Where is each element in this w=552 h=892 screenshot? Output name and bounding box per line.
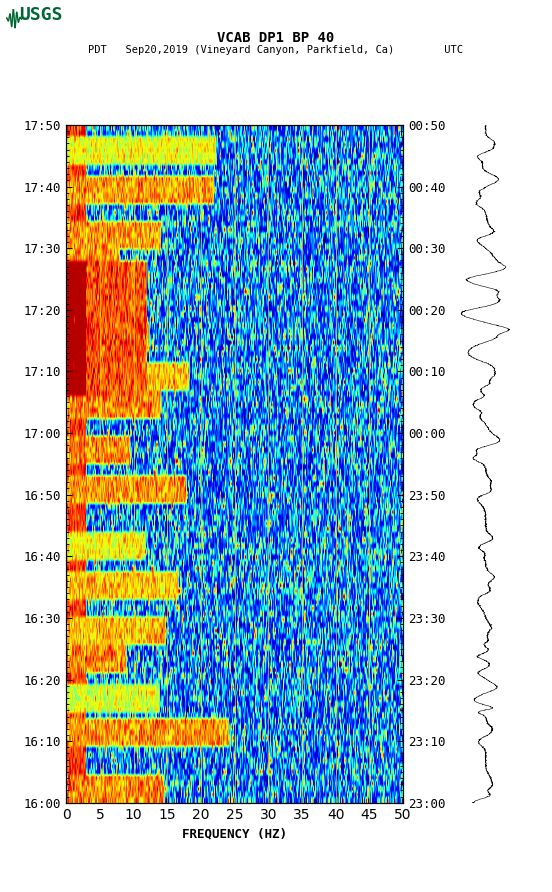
X-axis label: FREQUENCY (HZ): FREQUENCY (HZ) [182,827,287,840]
Text: VCAB DP1 BP 40: VCAB DP1 BP 40 [217,31,335,45]
Text: USGS: USGS [19,6,63,24]
Text: PDT   Sep20,2019 (Vineyard Canyon, Parkfield, Ca)        UTC: PDT Sep20,2019 (Vineyard Canyon, Parkfie… [88,45,464,54]
